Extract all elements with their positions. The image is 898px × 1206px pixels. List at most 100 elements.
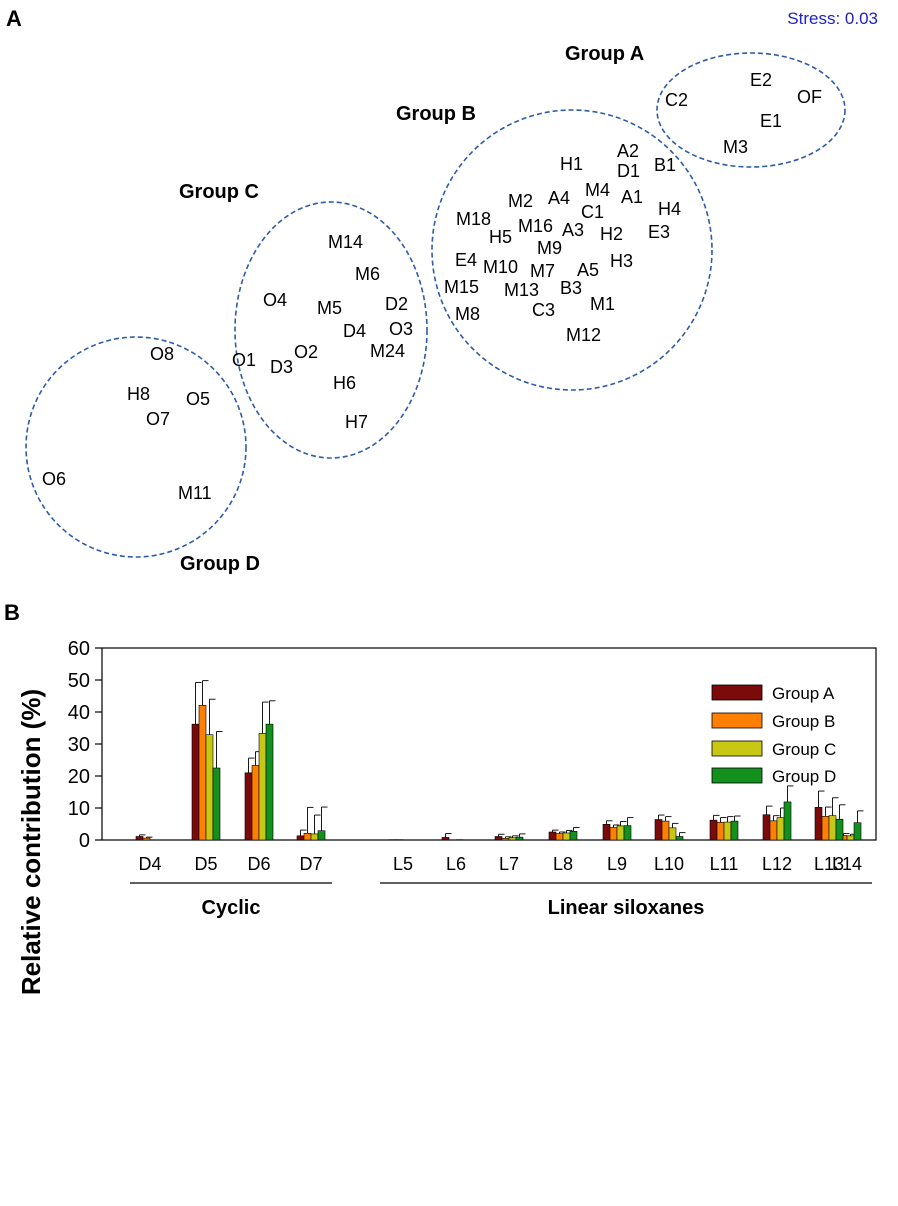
bar <box>508 837 517 841</box>
y-tick-label: 60 <box>68 638 90 660</box>
sample-label: A5 <box>577 260 599 280</box>
x-tick-label: L13 <box>814 854 844 874</box>
ellipse-group-b <box>431 109 713 391</box>
bar <box>317 830 326 841</box>
bar <box>769 820 778 841</box>
x-tick-label: D5 <box>194 854 217 874</box>
sample-label: H6 <box>333 373 356 393</box>
stress-value: Stress: 0.03 <box>787 9 878 28</box>
bar <box>515 836 524 841</box>
sample-label: M14 <box>328 232 363 252</box>
bar <box>212 767 221 841</box>
x-tick-label: D6 <box>247 854 270 874</box>
sample-label: A4 <box>548 188 570 208</box>
sample-label: D2 <box>385 294 408 314</box>
bar <box>762 814 771 841</box>
bar <box>569 831 578 841</box>
bar <box>661 820 670 841</box>
sample-label: O5 <box>186 389 210 409</box>
bar <box>723 821 732 841</box>
sample-label: B1 <box>654 155 676 175</box>
series-group-c <box>205 698 857 841</box>
group-d-title: Group D <box>180 553 260 575</box>
bar <box>814 807 823 841</box>
legend-swatch-group-a <box>711 684 763 701</box>
bar-series <box>135 680 864 841</box>
x-tick-label: L6 <box>446 854 466 874</box>
sample-label: D1 <box>617 161 640 181</box>
group-c-title: Group C <box>179 181 259 203</box>
legend-label-group-d: Group D <box>772 767 836 786</box>
ellipse-group-a <box>656 52 846 168</box>
sample-label: M9 <box>537 238 562 258</box>
x-tick-label: D4 <box>138 854 161 874</box>
panel-b: B Relative contribution (%) 0 10 20 30 40 50 6… <box>4 600 877 995</box>
sample-label: B3 <box>560 278 582 298</box>
bar <box>265 723 274 841</box>
legend-swatch-group-d <box>711 767 763 784</box>
cluster-ellipses <box>25 52 846 558</box>
sample-label: D3 <box>270 357 293 377</box>
bar <box>709 819 718 841</box>
sample-label: E1 <box>760 111 782 131</box>
sample-label: O2 <box>294 342 318 362</box>
x-tick-label: L7 <box>499 854 519 874</box>
bar <box>494 836 503 841</box>
bar <box>828 815 837 841</box>
sample-label: M10 <box>483 257 518 277</box>
sample-label: M24 <box>370 341 405 361</box>
sample-label: M7 <box>530 261 555 281</box>
series-group-d <box>212 700 864 841</box>
bar <box>783 801 792 841</box>
sample-label: C2 <box>665 90 688 110</box>
series-group-b <box>142 680 850 841</box>
bar <box>501 838 510 841</box>
bar <box>258 733 267 841</box>
sample-label: O6 <box>42 469 66 489</box>
y-tick-label: 50 <box>68 670 90 692</box>
bar <box>296 835 305 841</box>
bar <box>205 734 214 841</box>
sample-label: O3 <box>389 319 413 339</box>
bar <box>821 816 830 841</box>
x-tick-label: D7 <box>299 854 322 874</box>
sample-label: A3 <box>562 220 584 240</box>
sample-label: C1 <box>581 202 604 222</box>
sample-label: M3 <box>723 137 748 157</box>
group-b-title: Group B <box>396 103 476 125</box>
bar <box>853 822 862 841</box>
bar <box>310 833 319 841</box>
category-groups: Cyclic Linear siloxanes <box>130 882 872 919</box>
x-tick-label: L11 <box>710 854 739 874</box>
sample-label: M6 <box>355 264 380 284</box>
sample-label: H7 <box>345 412 368 432</box>
bar <box>142 837 151 841</box>
sample-label: A1 <box>621 187 643 207</box>
bar <box>623 825 632 841</box>
bar <box>441 837 450 841</box>
ellipse-group-c <box>234 201 428 459</box>
sample-label: H8 <box>127 384 150 404</box>
sample-label: M18 <box>456 209 491 229</box>
legend-label-group-a: Group A <box>772 684 835 703</box>
bar <box>616 825 625 841</box>
sample-label: M8 <box>455 304 480 324</box>
category-group-label: Cyclic <box>202 897 261 919</box>
sample-label: M11 <box>178 483 212 503</box>
x-tick-label: L9 <box>607 854 627 874</box>
y-axis: 0 10 20 30 40 50 60 <box>68 638 102 852</box>
y-tick-label: 30 <box>68 734 90 756</box>
bar <box>835 818 844 841</box>
sample-label: M15 <box>444 277 479 297</box>
bar <box>668 827 677 841</box>
sample-label: M13 <box>504 280 539 300</box>
y-tick-label: 40 <box>68 702 90 724</box>
sample-label: D4 <box>343 321 366 341</box>
series-group-a <box>135 682 843 841</box>
bar <box>716 822 725 841</box>
sample-label: M1 <box>590 294 615 314</box>
sample-label: H1 <box>560 154 583 174</box>
bar <box>776 817 785 841</box>
group-a-title: Group A <box>565 43 644 65</box>
